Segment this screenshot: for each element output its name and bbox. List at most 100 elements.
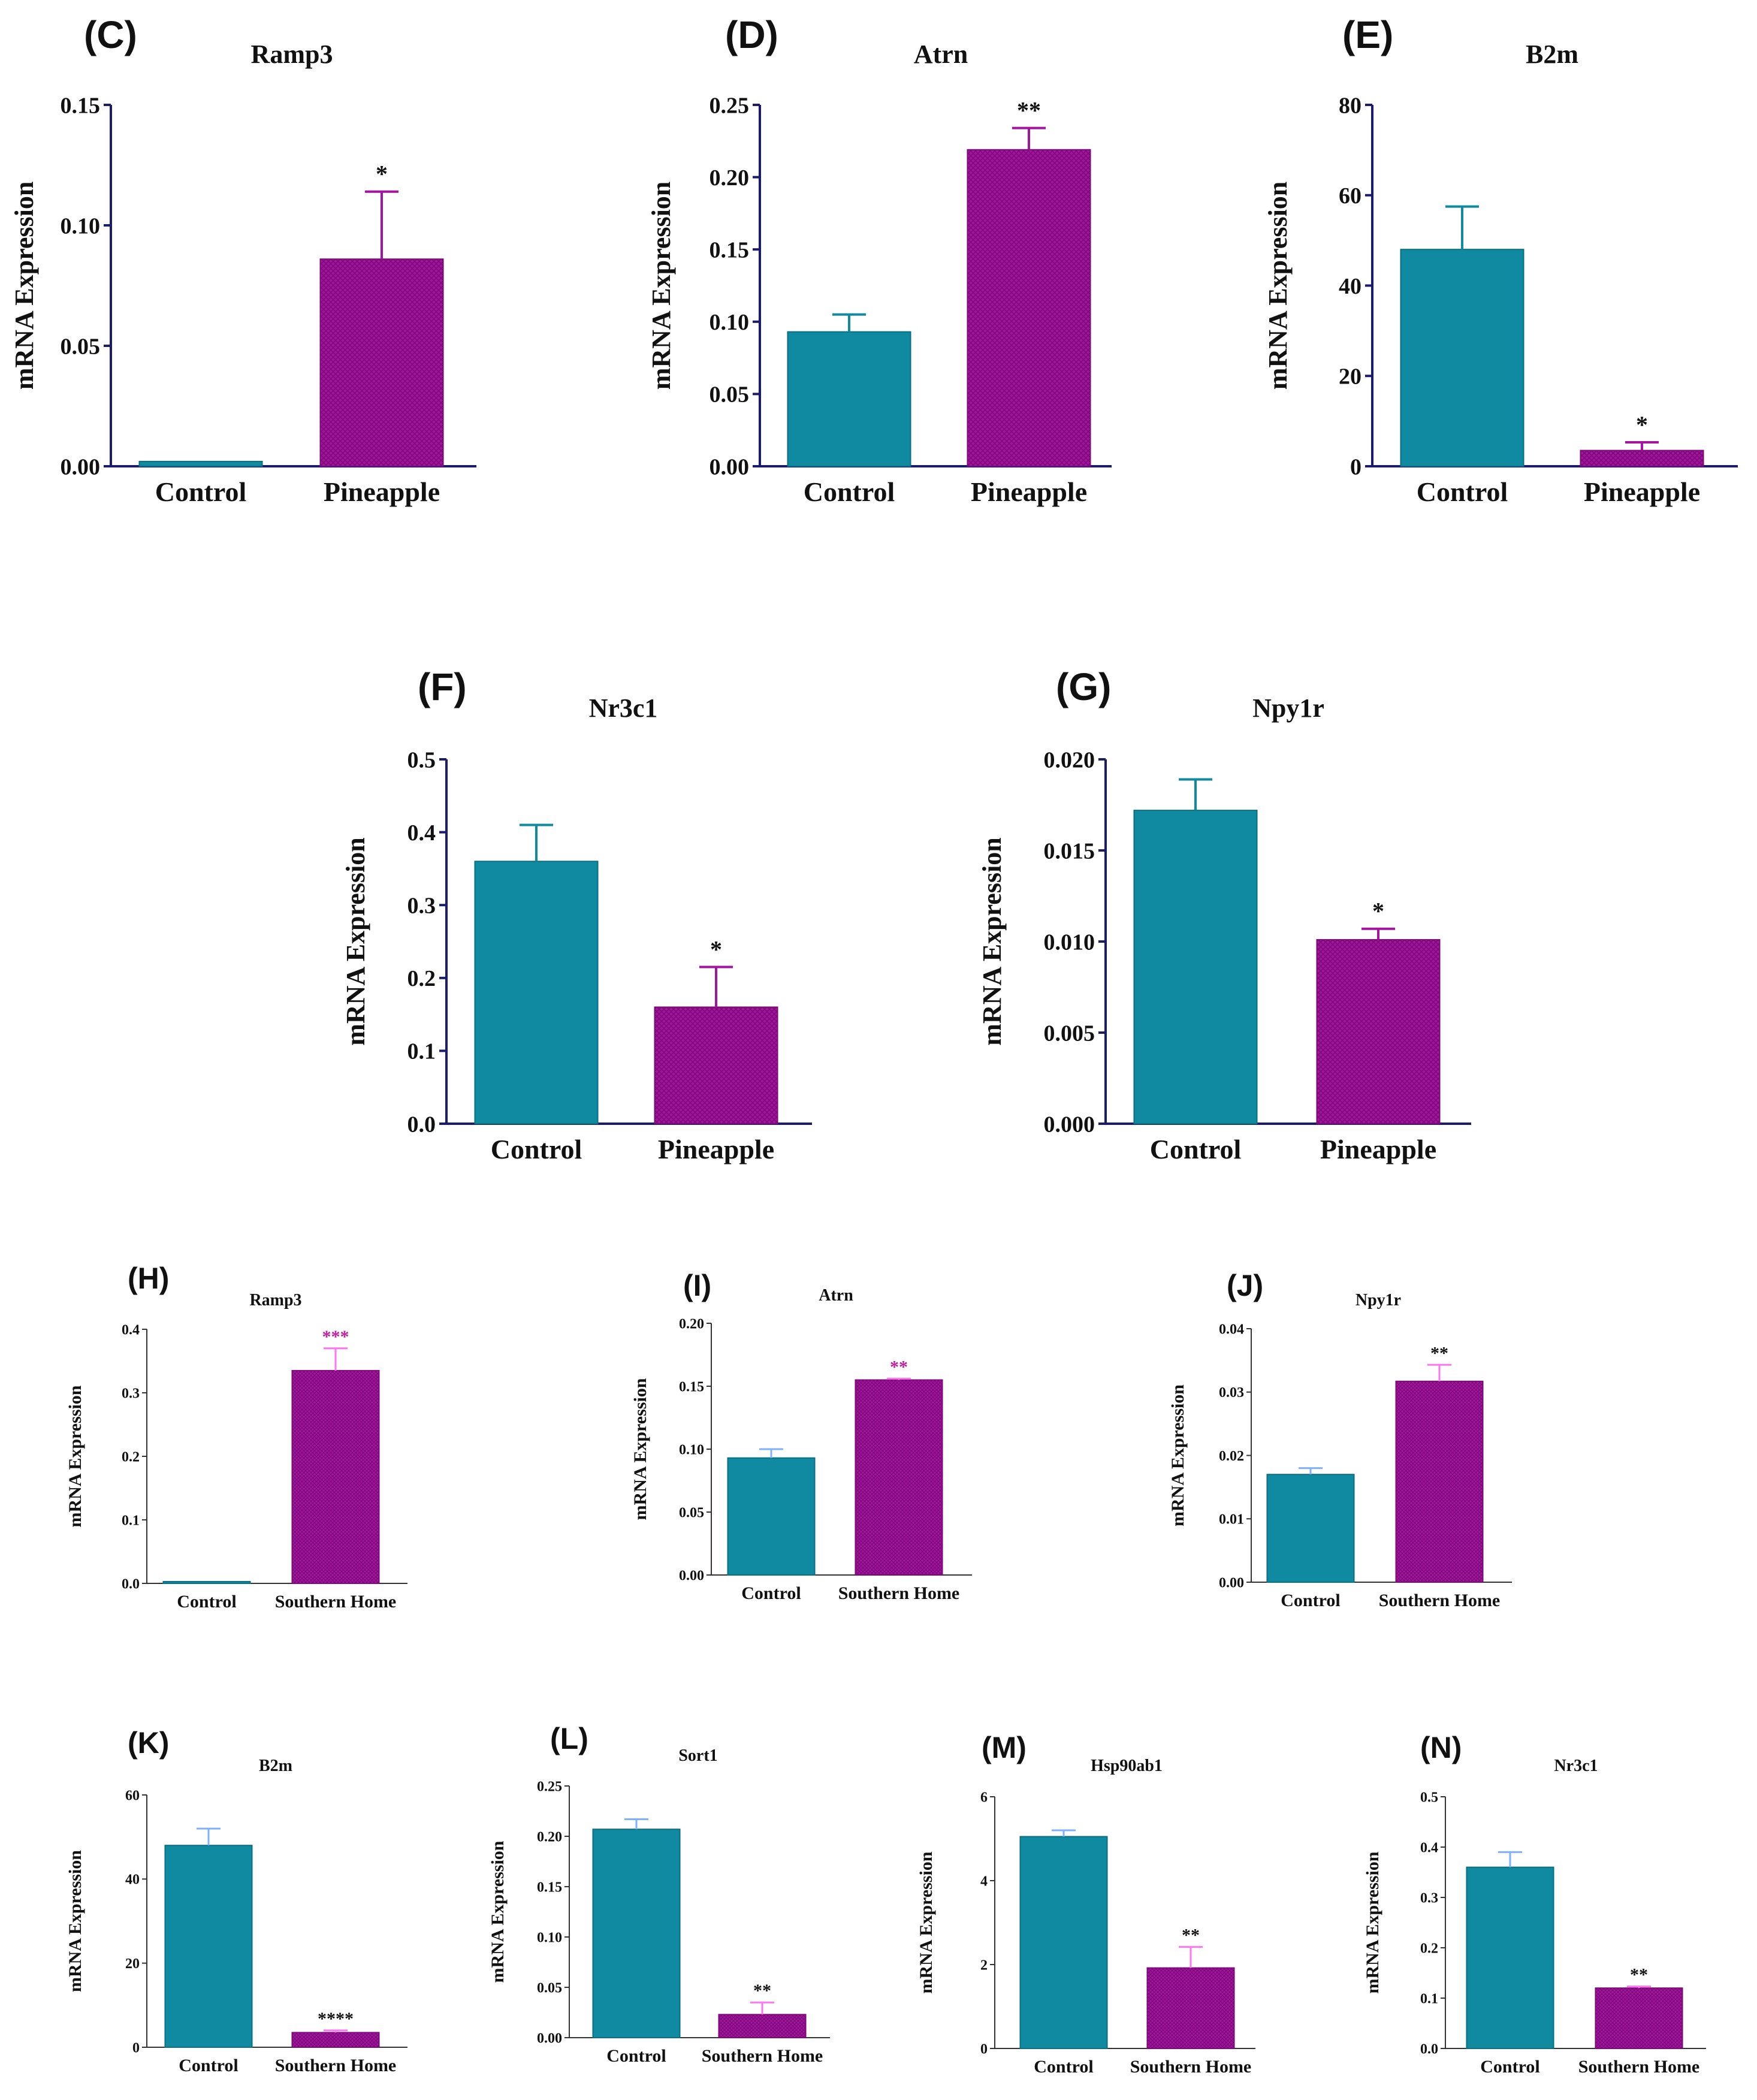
x-category-label: Control [177, 1592, 236, 1612]
chart-panel-n: (N) Nr3c1 mRNA Expression 0.0 0.1 0.2 0.3 0.4 0.… [1363, 1731, 1706, 2077]
x-category-label: Pineapple [324, 476, 440, 507]
chart-title: Atrn [819, 1286, 853, 1305]
significance-marker: ** [1430, 1343, 1448, 1363]
significance-marker: * [1372, 898, 1384, 925]
y-axis-label: mRNA Expression [488, 1840, 508, 1983]
y-tick-label: 0.010 [1044, 930, 1095, 955]
y-tick-label: 0.02 [1219, 1449, 1244, 1464]
chart-panel-h: (H) Ramp3 mRNA Expression 0.0 0.1 0.2 0.3 0.4 Co… [65, 1262, 407, 1612]
panel-letter: (G) [1056, 665, 1111, 708]
y-tick-label: 0.25 [537, 1779, 562, 1794]
bar-control [1019, 1836, 1108, 2049]
y-tick-label: 2 [980, 1957, 988, 1973]
y-tick-label: 0.1 [407, 1039, 436, 1064]
bar-southern-home [1146, 1967, 1235, 2050]
y-axis-label: mRNA Expression [1263, 182, 1293, 390]
y-axis-label: mRNA Expression [916, 1851, 936, 1993]
y-tick-label: 0.000 [1044, 1112, 1095, 1137]
bar-control [1400, 249, 1524, 467]
bar-southern-home [291, 1369, 380, 1584]
x-category-label: Control [1480, 2057, 1539, 2077]
y-tick-label: 0.05 [710, 382, 750, 408]
panel-letter: (K) [128, 1726, 169, 1760]
chart-panel-l: (L) Sort1 mRNA Expression 0.00 0.05 0.10 0.15 0… [488, 1722, 830, 2066]
significance-marker: ** [753, 1981, 771, 2001]
bar-control [164, 1845, 253, 2048]
panel-letter: (J) [1227, 1269, 1263, 1302]
bar-control [162, 1581, 251, 1584]
panel-letter: (M) [982, 1731, 1027, 1764]
x-category-label: Southern Home [275, 1592, 397, 1612]
y-tick-label: 0.005 [1044, 1021, 1095, 1046]
y-tick-label: 0.05 [679, 1505, 704, 1520]
y-tick-label: 0.3 [122, 1386, 140, 1401]
x-category-label: Pineapple [1320, 1134, 1436, 1164]
y-tick-label: 0.15 [710, 238, 750, 263]
y-tick-label: 40 [125, 1872, 140, 1888]
bar-control [787, 331, 911, 467]
chart-panel-f: (F) Nr3c1 mRNA Expression 0.0 0.1 0.2 0.3 0.4 0.… [341, 665, 812, 1164]
y-tick-label: 6 [980, 1790, 988, 1805]
x-category-label: Southern Home [1379, 1591, 1501, 1610]
significance-marker: ** [1182, 1926, 1200, 1945]
bar-southern-home [855, 1379, 943, 1576]
chart-title: Hsp90ab1 [1091, 1757, 1163, 1775]
y-tick-label: 0.00 [679, 1568, 704, 1583]
x-category-label: Pineapple [658, 1134, 774, 1164]
y-tick-label: 0.4 [1420, 1840, 1438, 1855]
y-tick-label: 40 [1339, 274, 1361, 299]
significance-marker: * [1636, 411, 1648, 438]
y-axis-label: mRNA Expression [341, 837, 370, 1046]
x-category-label: Control [155, 476, 247, 507]
bar-control [1266, 1474, 1355, 1583]
bar-pineapple [967, 149, 1091, 467]
x-category-label: Control [1034, 2057, 1093, 2077]
y-tick-label: 0.04 [1219, 1321, 1244, 1337]
chart-title: Atrn [914, 40, 968, 69]
bar-control [592, 1829, 681, 2038]
x-category-label: Southern Home [702, 2046, 823, 2066]
chart-title: Sort1 [678, 1746, 717, 1765]
y-axis-label: mRNA Expression [647, 182, 676, 390]
chart-panel-g: (G) Npy1r mRNA Expression 0.000 0.005 0.010 0.… [977, 665, 1471, 1164]
bar-pineapple [1580, 449, 1704, 467]
x-category-label: Control [179, 2056, 238, 2075]
bar-control [1133, 810, 1258, 1124]
chart-title: B2m [259, 1757, 292, 1775]
significance-marker: ** [1017, 97, 1041, 124]
y-tick-label: 0.10 [61, 213, 101, 239]
y-tick-label: 0.15 [537, 1879, 562, 1895]
panel-letter: (N) [1420, 1731, 1462, 1764]
y-axis-label: mRNA Expression [65, 1850, 85, 1992]
y-tick-label: 0.00 [61, 454, 101, 479]
y-tick-label: 0.10 [710, 310, 750, 335]
y-tick-label: 0.10 [679, 1442, 704, 1458]
y-axis-label: mRNA Expression [1168, 1384, 1188, 1526]
y-axis-label: mRNA Expression [630, 1378, 650, 1520]
x-category-label: Southern Home [1578, 2057, 1700, 2077]
x-category-label: Control [1281, 1591, 1340, 1610]
panel-letter: (H) [128, 1262, 169, 1295]
y-tick-label: 60 [125, 1788, 140, 1803]
y-tick-label: 0.00 [537, 2030, 562, 2046]
panel-letter: (F) [418, 665, 467, 708]
y-tick-label: 0 [132, 2040, 140, 2056]
y-tick-label: 0.5 [1420, 1790, 1438, 1805]
significance-marker: **** [318, 2009, 354, 2029]
y-tick-label: 0.4 [122, 1322, 140, 1338]
y-tick-label: 20 [125, 1956, 140, 1972]
x-category-label: Control [1417, 476, 1508, 507]
bar-pineapple [319, 258, 444, 467]
y-axis-label: mRNA Expression [1363, 1851, 1382, 1993]
bar-southern-home [718, 2014, 807, 2039]
chart-panel-i: (I) Atrn mRNA Expression 0.00 0.05 0.10 0.15 0.… [630, 1269, 972, 1603]
bar-control [474, 861, 599, 1124]
chart-title: B2m [1526, 40, 1578, 69]
y-tick-label: 0.25 [710, 93, 750, 118]
chart-panel-m: (M) Hsp90ab1 mRNA Expression 0 2 4 6 Control ** S… [916, 1731, 1255, 2077]
y-tick-label: 60 [1339, 183, 1361, 209]
y-tick-label: 0 [1350, 454, 1361, 479]
y-tick-label: 0.20 [710, 165, 750, 191]
x-category-label: Control [606, 2046, 666, 2066]
y-axis-label: mRNA Expression [65, 1385, 85, 1527]
